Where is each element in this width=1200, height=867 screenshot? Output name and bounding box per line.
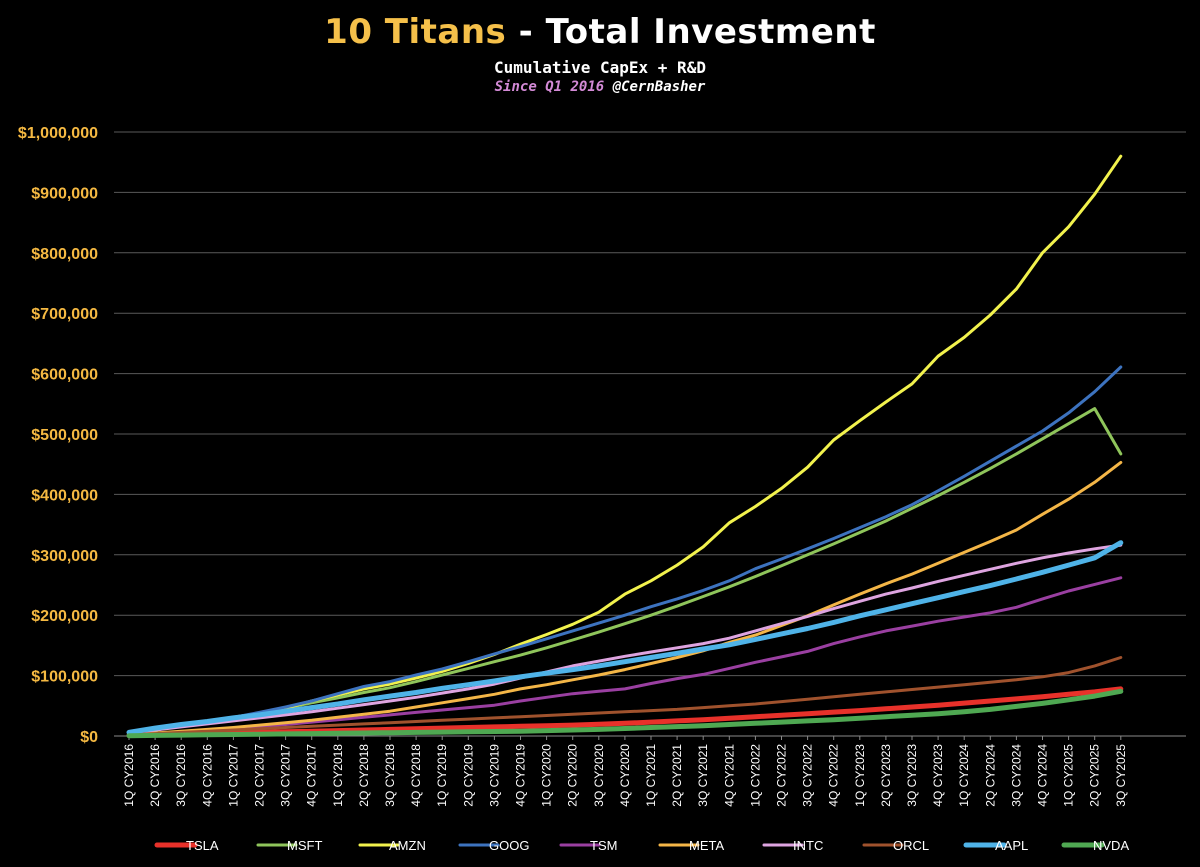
legend-label-tsla: TSLA <box>186 838 219 853</box>
x-axis-ticks: 1Q CY2016 2Q CY2016 3Q CY2016 4Q CY2016 1Q C… <box>122 736 1128 807</box>
x-tick-label: 3Q CY2017 <box>279 744 293 807</box>
series-line-nvda <box>126 688 1124 739</box>
x-tick-label: 3Q CY2022 <box>801 744 815 807</box>
y-tick-label: $500,000 <box>31 427 98 444</box>
y-tick-label: $600,000 <box>31 367 98 384</box>
x-tick-label: 4Q CY2016 <box>200 744 214 807</box>
x-tick-label: 1Q CY2023 <box>853 744 867 807</box>
x-tick-label: 1Q CY2020 <box>540 744 554 807</box>
x-tick-label: 1Q CY2018 <box>331 744 345 807</box>
x-tick-label: 1Q CY2019 <box>435 744 449 807</box>
legend-label-orcl: ORCL <box>893 838 929 853</box>
y-tick-label: $900,000 <box>31 185 98 202</box>
grid-lines <box>114 131 1186 737</box>
x-tick-label: 1Q CY2024 <box>957 744 971 807</box>
series-line-orcl <box>127 656 1123 737</box>
legend-label-msft: MSFT <box>287 838 322 853</box>
x-tick-label: 3Q CY2020 <box>592 744 606 807</box>
x-tick-label: 3Q CY2025 <box>1114 744 1128 807</box>
x-tick-label: 4Q CY2023 <box>931 744 945 807</box>
x-tick-label: 4Q CY2024 <box>1036 744 1050 807</box>
y-tick-label: $200,000 <box>31 608 98 625</box>
x-tick-label: 3Q CY2024 <box>1009 744 1023 807</box>
y-tick-label: $400,000 <box>31 487 98 504</box>
x-tick-label: 2Q CY2017 <box>253 744 267 807</box>
x-tick-label: 4Q CY2017 <box>305 744 319 807</box>
y-tick-label: $100,000 <box>31 669 98 686</box>
x-tick-label: 4Q CY2020 <box>618 744 632 807</box>
y-tick-label: $700,000 <box>31 306 98 323</box>
y-tick-label: $1,000,000 <box>18 125 98 142</box>
x-tick-label: 4Q CY2018 <box>409 744 423 807</box>
credit-prefix: Since Q1 2016 <box>494 79 613 95</box>
series-line-amzn <box>127 154 1123 735</box>
series-lines <box>126 154 1124 739</box>
chart-title-rest: - Total Investment <box>506 12 876 52</box>
series-line-tsm <box>127 576 1123 737</box>
x-tick-label: 1Q CY2022 <box>748 744 762 807</box>
x-tick-label: 3Q CY2023 <box>905 744 919 807</box>
legend-label-nvda: NVDA <box>1093 838 1129 853</box>
y-tick-label: $0 <box>80 729 98 746</box>
y-tick-label: $300,000 <box>31 548 98 565</box>
x-tick-label: 2Q CY2024 <box>983 744 997 807</box>
x-tick-label: 2Q CY2023 <box>879 744 893 807</box>
x-tick-label: 4Q CY2019 <box>514 744 528 807</box>
legend-label-intc: INTC <box>793 838 823 853</box>
x-tick-label: 3Q CY2018 <box>383 744 397 807</box>
chart-title: 10 Titans - Total Investment <box>0 12 1200 52</box>
x-tick-label: 4Q CY2022 <box>827 744 841 807</box>
legend-label-goog: GOOG <box>489 838 529 853</box>
chart-subtitle: Cumulative CapEx + R&D <box>494 58 706 77</box>
chart-credit: Since Q1 2016 @CernBasher <box>0 79 1200 95</box>
x-tick-label: 4Q CY2021 <box>722 744 736 807</box>
x-tick-label: 2Q CY2022 <box>775 744 789 807</box>
y-axis-ticks: $0 $100,000 $200,000 $300,000 $400,000 $500,0… <box>18 125 98 746</box>
x-tick-label: 3Q CY2016 <box>174 744 188 807</box>
x-tick-label: 3Q CY2019 <box>487 744 501 807</box>
legend-label-amzn: AMZN <box>389 838 426 853</box>
x-tick-label: 1Q CY2016 <box>122 744 136 807</box>
x-tick-label: 2Q CY2020 <box>566 744 580 807</box>
chart-header: 10 Titans - Total Investment Cumulative … <box>0 12 1200 95</box>
x-tick-label: 2Q CY2016 <box>148 744 162 807</box>
x-tick-label: 3Q CY2021 <box>696 744 710 807</box>
series-line-intc <box>127 543 1123 735</box>
legend-label-aapl: AAPL <box>995 838 1028 853</box>
series-line-goog <box>127 365 1123 736</box>
series-line-meta <box>127 460 1123 737</box>
series-line-aapl <box>126 540 1124 735</box>
x-tick-label: 1Q CY2025 <box>1062 744 1076 807</box>
legend-label-meta: META <box>689 838 724 853</box>
credit-handle: @CernBasher <box>612 79 706 95</box>
x-tick-label: 1Q CY2017 <box>226 744 240 807</box>
legend: TSLA MSFT AMZN GOOG TSM META INTC ORCL AAPL NVDA <box>154 838 1129 853</box>
y-tick-label: $800,000 <box>31 246 98 263</box>
legend-label-tsm: TSM <box>590 838 617 853</box>
x-tick-label: 1Q CY2021 <box>644 744 658 807</box>
x-tick-label: 2Q CY2018 <box>357 744 371 807</box>
chart-title-accent: 10 Titans <box>324 12 507 52</box>
x-tick-label: 2Q CY2025 <box>1088 744 1102 807</box>
x-tick-label: 2Q CY2019 <box>461 744 475 807</box>
x-tick-label: 2Q CY2021 <box>670 744 684 807</box>
